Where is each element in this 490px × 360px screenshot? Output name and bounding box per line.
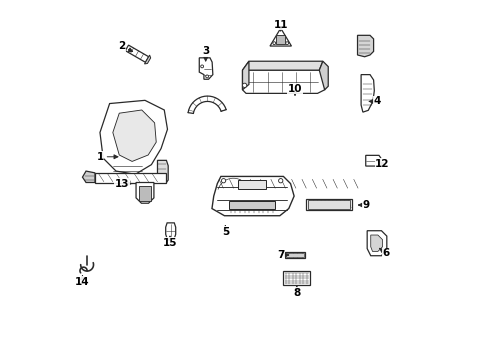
Polygon shape	[243, 61, 249, 90]
Text: 6: 6	[380, 248, 390, 258]
Text: 7: 7	[277, 250, 289, 260]
Polygon shape	[366, 156, 381, 166]
Bar	[229, 202, 275, 209]
Circle shape	[279, 179, 283, 183]
Circle shape	[206, 75, 209, 78]
Text: 3: 3	[202, 46, 209, 61]
Polygon shape	[358, 35, 373, 57]
Circle shape	[201, 65, 203, 68]
Bar	[276, 35, 285, 44]
Bar	[139, 186, 151, 201]
Text: 14: 14	[75, 276, 90, 287]
Polygon shape	[367, 231, 387, 256]
Polygon shape	[270, 28, 292, 46]
Text: 4: 4	[369, 96, 381, 107]
Text: 12: 12	[375, 159, 390, 169]
Polygon shape	[113, 110, 156, 161]
Text: 2: 2	[118, 41, 133, 51]
Polygon shape	[157, 160, 168, 183]
Bar	[286, 253, 304, 257]
Text: 5: 5	[222, 226, 229, 237]
Polygon shape	[243, 70, 325, 93]
Text: 13: 13	[115, 179, 132, 189]
Circle shape	[286, 42, 289, 45]
Polygon shape	[212, 176, 294, 216]
Circle shape	[273, 42, 276, 45]
Text: 11: 11	[273, 19, 288, 31]
Polygon shape	[361, 75, 374, 112]
Text: 1: 1	[97, 152, 118, 162]
Text: 10: 10	[288, 84, 302, 95]
Bar	[308, 200, 350, 208]
Bar	[238, 180, 267, 189]
Bar	[306, 199, 352, 210]
Circle shape	[243, 83, 247, 87]
Circle shape	[221, 179, 226, 183]
Polygon shape	[136, 183, 154, 203]
Text: 8: 8	[293, 287, 300, 297]
Polygon shape	[82, 171, 95, 183]
Polygon shape	[95, 173, 167, 183]
Polygon shape	[319, 61, 328, 90]
Bar	[283, 271, 310, 285]
Polygon shape	[371, 235, 383, 251]
Polygon shape	[145, 55, 150, 64]
Text: 15: 15	[163, 237, 177, 248]
Polygon shape	[199, 58, 213, 79]
Polygon shape	[243, 61, 323, 70]
Polygon shape	[125, 45, 148, 62]
Bar	[285, 252, 305, 258]
Text: 9: 9	[359, 200, 370, 210]
Polygon shape	[100, 100, 168, 174]
Polygon shape	[166, 223, 176, 239]
